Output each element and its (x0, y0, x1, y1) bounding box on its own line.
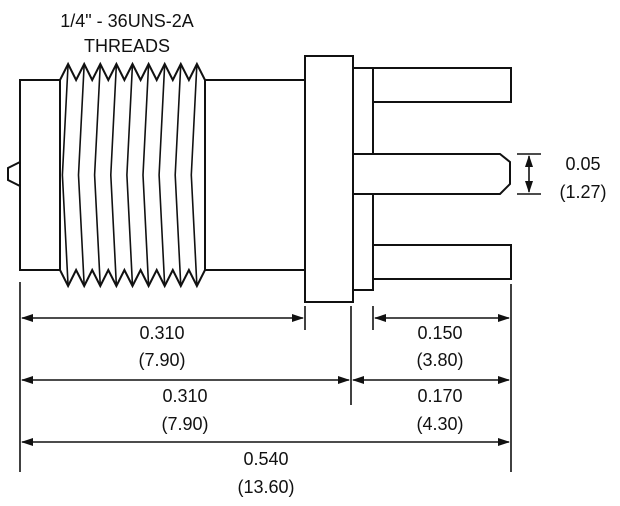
dim-metric-overall-length: (13.60) (237, 477, 294, 497)
dim-value-overall-length: 0.540 (243, 449, 288, 469)
thread-line (93, 63, 102, 287)
thread-line (142, 63, 150, 287)
dim-value-body-to-mount-face: 0.310 (162, 386, 207, 406)
dimension-body-to-flange: 0.310 (7.90) (21, 314, 304, 370)
pin-spacing-inch: 0.05 (565, 154, 600, 174)
center-contact-tip (7, 160, 21, 188)
thread-line (61, 63, 69, 287)
thread-callout: 1/4" - 36UNS-2A THREADS (60, 11, 193, 56)
thread-line (109, 63, 118, 287)
mounting-flange (304, 55, 354, 303)
pin-spacing-mm: (1.27) (559, 182, 606, 202)
front-body (204, 79, 306, 271)
dimension-body-to-mount-face: 0.310 (7.90) (21, 376, 350, 434)
thread-callout-line1: 1/4" - 36UNS-2A (60, 11, 193, 31)
thread-line (126, 63, 134, 287)
pin-spacing-dimension: 0.05 (1.27) (517, 153, 607, 202)
dim-metric-mount-face-to-pin-end: (4.30) (416, 414, 463, 434)
dimension-mount-face-to-pin-end: 0.170 (4.30) (352, 376, 510, 434)
dim-metric-body-to-flange: (7.90) (138, 350, 185, 370)
rear-body (19, 79, 61, 271)
center-pin (352, 153, 511, 195)
lower-pin (372, 244, 512, 280)
thread-line (77, 63, 85, 287)
dim-metric-body-to-mount-face: (7.90) (161, 414, 208, 434)
dimension-pin-length: 0.150 (3.80) (374, 314, 510, 370)
dim-value-body-to-flange: 0.310 (139, 323, 184, 343)
dim-value-mount-face-to-pin-end: 0.170 (417, 386, 462, 406)
dimension-overall-length: 0.540 (13.60) (21, 438, 510, 497)
thread-line (158, 63, 166, 287)
extension-lines (19, 282, 512, 472)
threaded-section (59, 61, 206, 289)
dim-metric-pin-length: (3.80) (416, 350, 463, 370)
connector-body (7, 55, 512, 303)
thread-line (190, 63, 198, 287)
thread-line (174, 63, 182, 287)
upper-pin (372, 67, 512, 103)
thread-lines (61, 63, 198, 287)
thread-callout-line2: THREADS (84, 36, 170, 56)
dim-value-pin-length: 0.150 (417, 323, 462, 343)
